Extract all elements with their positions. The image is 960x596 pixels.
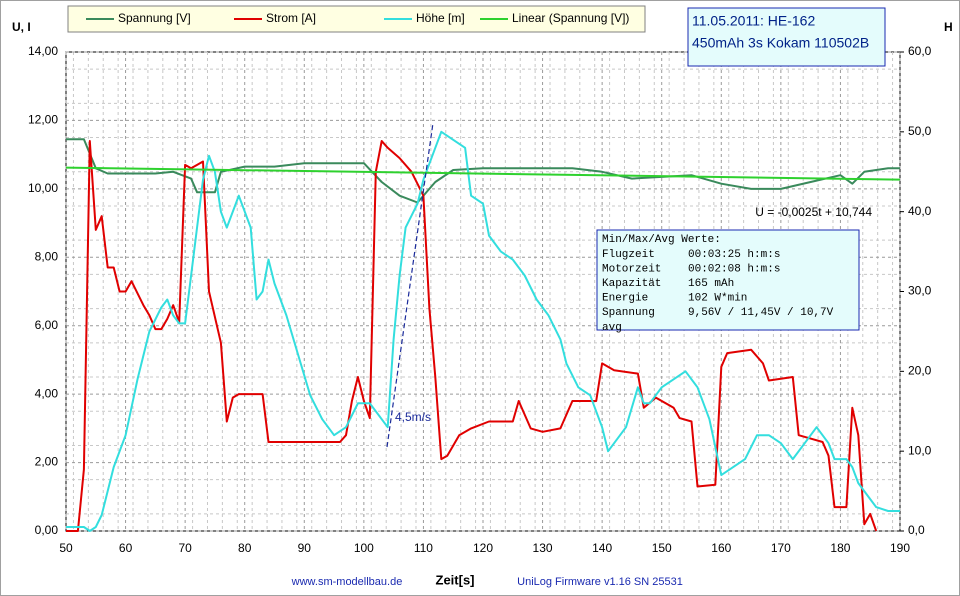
footer-link: www.sm-modellbau.de (291, 576, 403, 588)
x-tick-label: 50 (59, 541, 73, 555)
info-label: Motorzeit (602, 263, 661, 275)
slope-line (386, 122, 434, 448)
y-tick-label: 0,00 (35, 523, 59, 537)
y-axis-label: U, I (12, 20, 31, 34)
y2-tick-label: 10,0 (908, 443, 932, 457)
legend-label: Linear (Spannung [V]) (512, 11, 629, 25)
legend-label: Spannung [V] (118, 11, 191, 25)
grid (65, 51, 901, 532)
x-tick-label: 150 (652, 541, 672, 555)
y-tick-label: 2,00 (35, 455, 59, 469)
chart-subtitle: 450mAh 3s Kokam 110502B (692, 35, 869, 51)
x-tick-label: 130 (533, 541, 553, 555)
x-tick-label: 120 (473, 541, 493, 555)
y-tick-label: 6,00 (35, 318, 59, 332)
x-tick-label: 140 (592, 541, 612, 555)
info-value: 00:03:25 h:m:s (688, 249, 780, 261)
y2-tick-label: 60,0 (908, 44, 932, 58)
x-tick-label: 60 (119, 541, 133, 555)
x-tick-label: 160 (711, 541, 731, 555)
legend-label: Strom [A] (266, 11, 316, 25)
x-tick-label: 170 (771, 541, 791, 555)
info-title: Min/Max/Avg Werte: (602, 234, 721, 246)
y2-tick-label: 20,0 (908, 364, 932, 378)
annotation: 4,5m/s (395, 410, 431, 424)
info-value: 9,56V / 11,45V / 10,7V (688, 307, 834, 319)
info-value: 00:02:08 h:m:s (688, 263, 780, 275)
footer-text: UniLog Firmware v1.16 SN 25531 (517, 576, 683, 588)
x-tick-label: 70 (178, 541, 192, 555)
legend (67, 5, 646, 33)
y-tick-label: 10,00 (28, 181, 58, 195)
x-tick-label: 80 (238, 541, 252, 555)
y2-tick-label: 0,0 (908, 523, 925, 537)
annotation: U = -0,0025t + 10,744 (755, 205, 872, 219)
x-tick-label: 90 (298, 541, 312, 555)
series-line (66, 130, 900, 532)
y2-tick-label: 30,0 (908, 284, 932, 298)
chart-title: 11.05.2011: HE-162 (692, 13, 815, 29)
y2-axis-label: H (944, 20, 953, 34)
y-tick-label: 14,00 (28, 44, 58, 58)
x-tick-label: 110 (414, 541, 433, 555)
y-tick-label: 8,00 (35, 249, 59, 263)
title-box (687, 7, 886, 67)
info-label: Kapazität (602, 278, 661, 290)
x-tick-label: 100 (354, 541, 374, 555)
y2-tick-label: 40,0 (908, 204, 932, 218)
series-line (65, 166, 901, 181)
y-tick-label: 4,00 (35, 386, 59, 400)
info-wrap: avg (602, 322, 622, 334)
info-value: 102 W*min (688, 292, 747, 304)
series-line (66, 138, 900, 204)
info-label: Spannung (602, 307, 655, 319)
x-tick-label: 190 (890, 541, 910, 555)
legend-entries: Spannung [V] Strom [A] Höhe [m] Linear (Spa… (86, 11, 629, 25)
info-label: Flugzeit (602, 249, 655, 261)
info-label: Energie (602, 292, 648, 304)
y2-tick-label: 50,0 (908, 124, 932, 138)
x-axis-label: Zeit[s] (436, 572, 475, 587)
info-box (596, 229, 860, 331)
y-tick-label: 12,00 (28, 113, 58, 127)
info-value: 165 mAh (688, 278, 734, 290)
x-tick-label: 180 (830, 541, 850, 555)
info-rows: Flugzeit 00:03:25 h:m:s Motorzeit 00:02:08 … (602, 249, 834, 319)
series-line (66, 140, 878, 532)
legend-label: Höhe [m] (416, 11, 465, 25)
series-layer (65, 130, 901, 532)
